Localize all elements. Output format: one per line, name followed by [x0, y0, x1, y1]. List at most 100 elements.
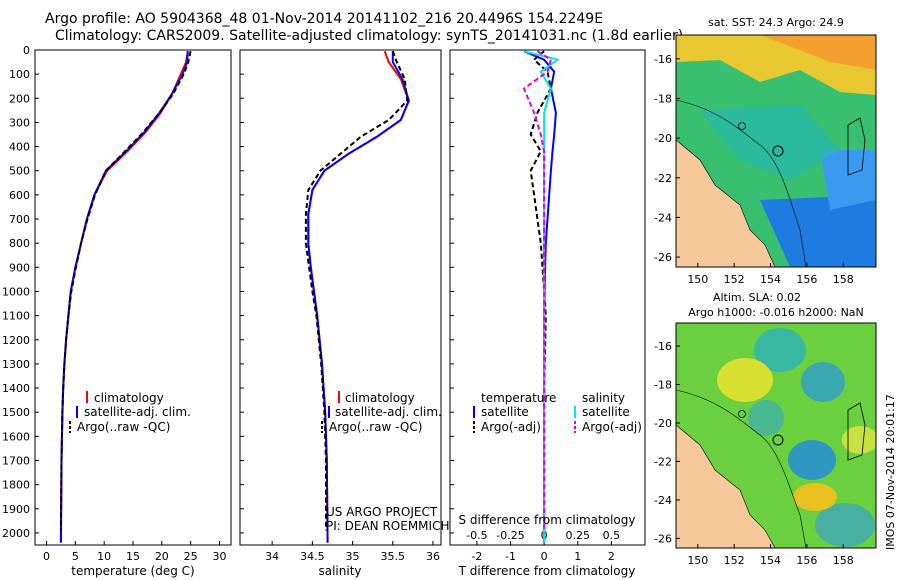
plot-title-line1: Argo profile: AO 5904368_48 01-Nov-2014 …	[45, 11, 604, 27]
series-line-s-satellite	[523, 50, 560, 543]
s-diff-tick-label: -0.5	[466, 529, 487, 542]
sst-map-axes: 150 152 154 156 158 -16 -18 -20 -22 -24 -26	[654, 53, 854, 286]
pi-annotation: PI: DEAN ROEMMICH	[326, 519, 449, 533]
x-tick-label: -1	[505, 550, 516, 563]
x-tick-label: 10	[97, 550, 111, 563]
sst-reef	[738, 122, 746, 130]
depth-axis: 0 100 200 300 400 500 600 700 800 900 1000 1100 1200…	[2, 44, 454, 540]
sst-cool-patch	[760, 195, 876, 267]
x-tick-label: 36	[426, 550, 440, 563]
depth-tick-label: 1500	[2, 406, 30, 419]
sla-high-1	[717, 358, 773, 402]
legend-label-climatology: climatology	[345, 391, 415, 405]
difference-xlabel: T difference from climatology	[458, 564, 636, 578]
sla-land	[676, 424, 776, 548]
x-tick-label: 35	[346, 550, 360, 563]
difference-axes	[449, 49, 646, 546]
difference-legend: temperature salinity satellite Argo(-adj…	[473, 391, 642, 434]
depth-tick-label: 800	[9, 237, 30, 250]
map-x-tick-label: 154	[760, 273, 781, 286]
legend-label-s-satellite: satellite	[582, 405, 630, 419]
x-tick-label: 1	[574, 550, 581, 563]
temperature-axes	[34, 49, 232, 546]
sst-warm-patch-2	[760, 35, 876, 70]
x-tick-label: 34.5	[300, 550, 325, 563]
legend-label-satellite: satellite-adj. clim.	[84, 405, 191, 419]
sst-mid-patch	[700, 105, 840, 180]
sst-cool-patch-2	[820, 150, 876, 210]
legend-label-t-satellite: satellite	[481, 405, 529, 419]
sst-isobath	[676, 99, 807, 267]
series-line-climatology	[59, 51, 189, 543]
map-x-tick-label: 150	[687, 554, 708, 567]
temperature-xlabel: temperature (deg C)	[71, 564, 194, 578]
sla-map-image	[676, 323, 876, 548]
map-x-tick-label: 156	[796, 273, 817, 286]
sla-reef	[738, 410, 746, 418]
sla-high-2	[793, 483, 837, 511]
series-line-t-satellite	[523, 50, 557, 543]
depth-tick-label: 1000	[2, 285, 30, 298]
map-x-tick-label: 158	[833, 554, 854, 567]
sla-high-3	[842, 426, 876, 454]
map-y-tick-label: -22	[654, 172, 672, 185]
depth-tick-label: 1800	[2, 479, 30, 492]
depth-tick-label: 300	[9, 116, 30, 129]
legend-label-climatology: climatology	[94, 391, 164, 405]
depth-tick-label: 1600	[2, 430, 30, 443]
map-y-tick-label: -26	[654, 251, 672, 264]
legend-title-temperature: temperature	[481, 391, 556, 405]
sla-low-3	[788, 440, 836, 480]
map-x-tick-label: 156	[796, 554, 817, 567]
map-y-tick-label: -18	[654, 92, 672, 105]
depth-tick-label: 0	[23, 44, 30, 57]
x-tick-label: 30	[212, 550, 226, 563]
x-tick-label: 34	[265, 550, 279, 563]
map-y-tick-label: -16	[654, 340, 672, 353]
sla-low-2	[801, 362, 845, 402]
sla-low-1	[754, 328, 806, 372]
legend-label-s-argo: Argo(-adj)	[582, 420, 642, 434]
depth-tick-label: 2000	[2, 527, 30, 540]
temperature-series	[59, 50, 192, 543]
depth-tick-label: 900	[9, 261, 30, 274]
x-tick-label: 25	[184, 550, 198, 563]
sla-isobath	[676, 389, 807, 548]
depth-tick-label: 1100	[2, 310, 30, 323]
depth-tick-label: 700	[9, 213, 30, 226]
sla-map-frame	[675, 322, 877, 549]
map-x-tick-label: 152	[724, 273, 745, 286]
sla-reef-outline	[847, 402, 866, 461]
x-tick-label: 35.5	[381, 550, 406, 563]
series-line-satellite-adj-clim-	[59, 51, 189, 543]
sst-argo-marker	[772, 145, 784, 157]
legend-label-argo: Argo(..raw -QC)	[329, 420, 422, 434]
map-y-tick-label: -26	[654, 532, 672, 545]
s-diff-tick-label: 0.25	[566, 529, 591, 542]
sst-land	[676, 139, 776, 267]
x-tick-label: 5	[72, 550, 79, 563]
map-x-tick-label: 152	[724, 554, 745, 567]
salinity-series	[304, 50, 410, 543]
salinity-legend: climatology satellite-adj. clim. Argo(..…	[321, 391, 449, 533]
x-tick-label: 2	[608, 550, 615, 563]
sst-map-frame	[675, 34, 877, 268]
legend-label-satellite: satellite-adj. clim.	[335, 405, 442, 419]
difference-xlabel-s: S difference from climatology	[459, 513, 636, 527]
legend-label-t-argo: Argo(-adj)	[481, 420, 541, 434]
map-y-tick-label: -24	[654, 494, 672, 507]
plot-title-line2: Climatology: CARS2009. Satellite-adjuste…	[55, 28, 684, 44]
series-line-satellite-adj-clim-	[307, 51, 410, 543]
map-y-tick-label: -20	[654, 132, 672, 145]
depth-tick-label: 100	[9, 68, 30, 81]
sla-map-axes: 150 152 154 156 158 -16 -18 -20 -22 -24 -26	[654, 340, 854, 567]
sla-low-5	[815, 503, 875, 547]
imos-stamp: IMOS 07-Nov-2014 20:01:17	[884, 394, 897, 550]
sla-map-title-line2: Argo h1000: -0.016 h2000: NaN	[688, 306, 864, 319]
x-tick-label: 15	[126, 550, 140, 563]
map-x-tick-label: 154	[760, 554, 781, 567]
map-x-tick-label: 150	[687, 273, 708, 286]
sst-map-title: sat. SST: 24.3 Argo: 24.9	[708, 16, 844, 29]
difference-series	[522, 50, 560, 543]
